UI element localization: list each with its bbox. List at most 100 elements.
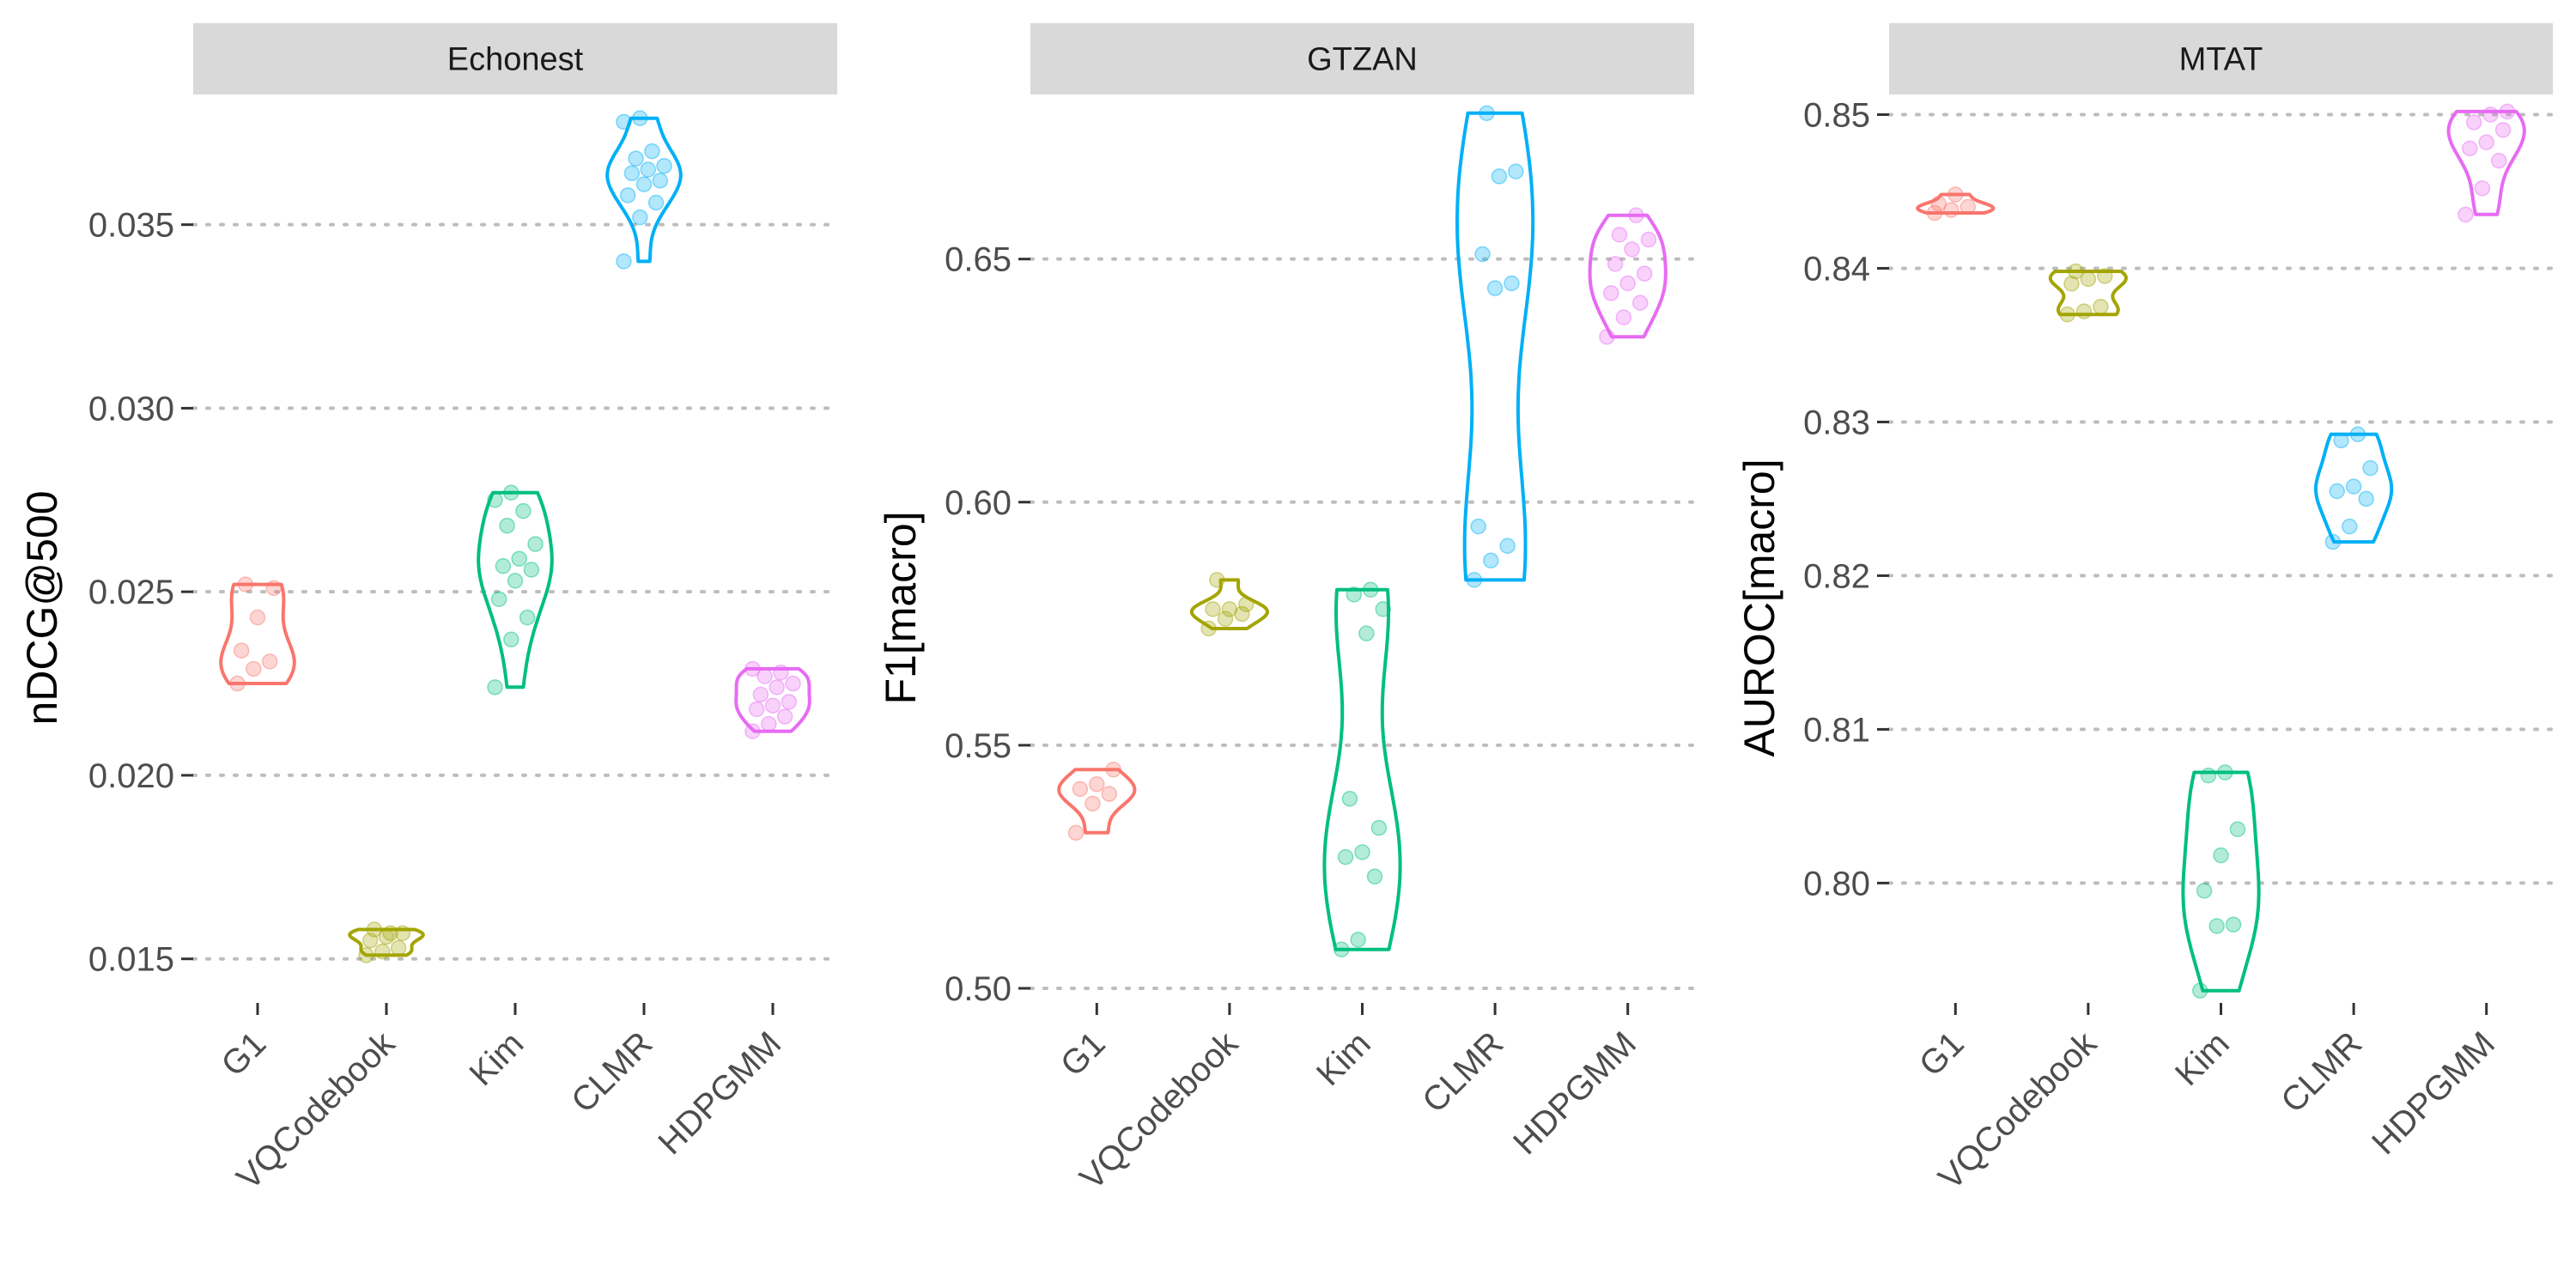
violin-clmr: [605, 116, 683, 264]
data-point: [623, 165, 641, 182]
data-point: [1217, 611, 1234, 627]
violin-clmr: [1455, 111, 1535, 582]
data-point: [1619, 275, 1636, 292]
data-point: [1084, 795, 1101, 812]
data-point: [1362, 581, 1379, 598]
data-point: [233, 642, 250, 659]
data-point: [507, 573, 524, 589]
data-point: [261, 653, 278, 670]
data-point: [527, 536, 544, 552]
y-tick-label: 0.81: [1803, 711, 1870, 749]
data-point: [2213, 847, 2229, 864]
x-tick-label: Kim: [2168, 1024, 2237, 1093]
y-tick-label: 0.82: [1803, 557, 1870, 595]
y-tick-label: 0.020: [88, 757, 174, 795]
y-tick-label: 0.025: [88, 574, 174, 611]
x-tick-label: G1: [215, 1024, 274, 1084]
data-point: [2482, 106, 2499, 123]
data-point: [2059, 306, 2075, 323]
data-point: [2333, 432, 2349, 449]
data-point: [1221, 601, 1238, 617]
violin-g1: [219, 582, 296, 685]
data-point: [628, 150, 644, 167]
data-point: [2329, 483, 2345, 500]
data-point: [1603, 285, 1619, 301]
data-point: [2342, 518, 2358, 535]
data-point: [2097, 268, 2113, 284]
data-point: [2093, 298, 2109, 315]
data-point: [2229, 821, 2246, 837]
data-point: [2362, 459, 2379, 477]
data-point: [1479, 105, 1495, 122]
data-point: [1105, 761, 1121, 778]
data-point: [616, 253, 632, 270]
facet-strip: [193, 23, 837, 94]
data-point: [1499, 538, 1516, 555]
y-axis-title: nDCG@500: [18, 490, 66, 725]
data-point: [2491, 152, 2507, 169]
violin-vqcodebook: [1189, 578, 1269, 630]
data-point: [635, 176, 653, 192]
y-axis-title: F1[macro]: [877, 511, 925, 704]
y-tick-label: 0.035: [88, 207, 174, 245]
data-point: [378, 928, 395, 945]
data-point: [2068, 263, 2084, 280]
x-tick-label: G1: [1912, 1024, 1971, 1084]
data-point: [647, 194, 665, 211]
y-tick-label: 0.65: [945, 241, 1012, 279]
y-tick-label: 0.60: [945, 484, 1012, 522]
data-point: [632, 110, 648, 126]
data-point: [656, 157, 672, 174]
data-point: [1366, 868, 1383, 885]
data-point: [1370, 819, 1388, 836]
data-point: [1482, 552, 1499, 568]
data-point: [1486, 280, 1504, 296]
data-point: [374, 943, 391, 960]
data-point: [503, 631, 519, 647]
y-tick-label: 0.84: [1803, 250, 1870, 288]
data-point: [2063, 276, 2080, 292]
x-tick-label: HDPGMM: [1506, 1024, 1643, 1162]
data-point: [1200, 620, 1217, 637]
data-point: [2458, 206, 2474, 223]
data-point: [394, 925, 411, 942]
data-point: [2465, 114, 2482, 131]
data-point: [229, 675, 246, 692]
panel-mtat: MTAT 0.80 0.81 0.82 0.83 0.84 0.85 AUROC[macro]…: [1735, 23, 2555, 1197]
violin-kim: [1322, 587, 1402, 951]
x-tick-label: CLMR: [2274, 1024, 2369, 1120]
data-point: [640, 161, 656, 178]
y-tick-label: 0.80: [1803, 865, 1870, 902]
data-point: [1354, 844, 1370, 860]
data-point: [1067, 824, 1084, 841]
data-point: [511, 550, 527, 567]
data-point: [2478, 134, 2494, 150]
data-point: [744, 660, 761, 677]
y-tick-label: 0.55: [945, 727, 1012, 765]
violin-hdpgmm: [2446, 109, 2526, 216]
data-point: [756, 668, 773, 684]
data-point: [1238, 596, 1255, 612]
data-point: [495, 557, 512, 574]
data-point: [781, 694, 798, 710]
violin-g1: [1916, 192, 1996, 215]
data-point: [2217, 764, 2233, 781]
data-point: [390, 939, 407, 957]
data-point: [632, 209, 648, 226]
data-point: [1640, 231, 1657, 248]
violin-hdpgmm: [1588, 213, 1668, 339]
facet-strip: [1030, 23, 1694, 94]
data-point: [761, 715, 777, 732]
data-point: [237, 576, 254, 592]
data-point: [2324, 533, 2342, 550]
data-point: [358, 947, 374, 963]
data-point: [2349, 426, 2366, 443]
facet-title: Echonest: [447, 42, 584, 78]
data-point: [503, 484, 519, 501]
x-tick-label: HDPGMM: [2365, 1024, 2502, 1162]
violin-vqcodebook: [348, 927, 425, 957]
y-tick-label: 0.85: [1803, 96, 1870, 134]
data-point: [487, 679, 503, 696]
data-point: [2499, 103, 2516, 120]
data-point: [748, 701, 765, 718]
